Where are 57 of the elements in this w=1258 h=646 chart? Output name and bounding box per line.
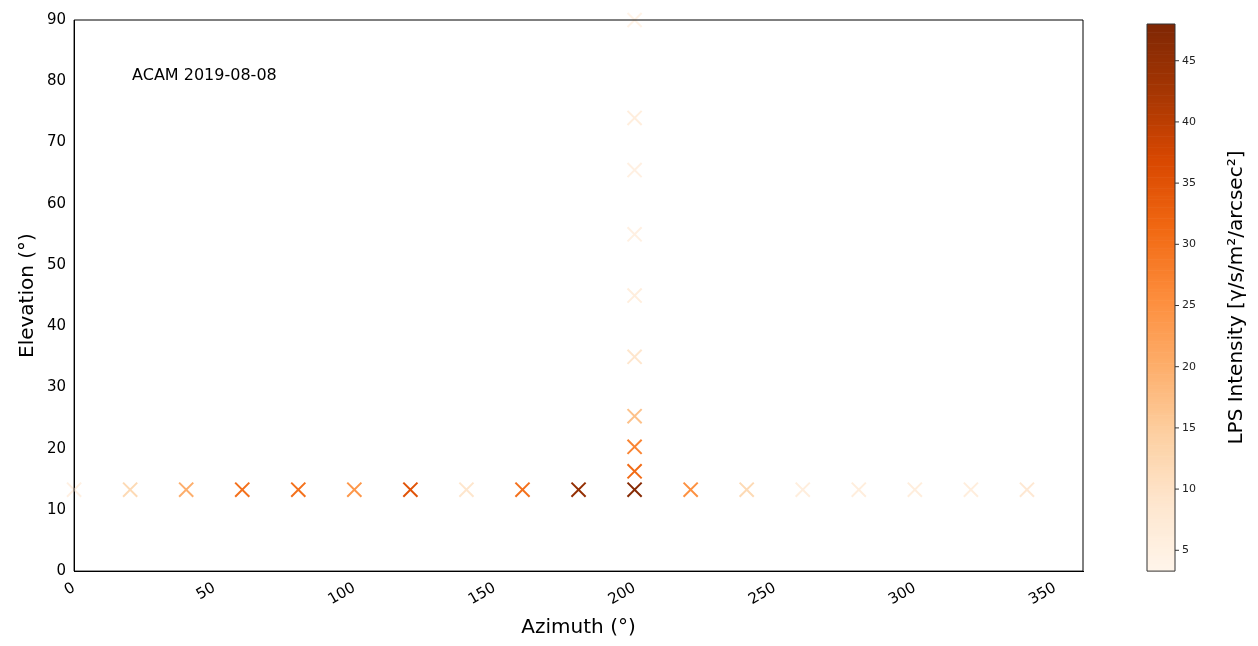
point (626, 287, 643, 304)
point (626, 481, 643, 498)
annotation: ACAM 2019-08-08 (132, 65, 277, 85)
point (906, 481, 923, 498)
x-tick-label: 200 (604, 578, 639, 609)
y-tick-label: 70 (46, 132, 67, 151)
point (626, 161, 643, 179)
color-bar-label: 15 (1182, 420, 1196, 434)
y-tick-label: 10 (46, 499, 67, 518)
color-bar-label: 40 (1182, 114, 1196, 128)
x-tick-label: 150 (464, 578, 499, 609)
point (458, 481, 475, 498)
color-bar-label: 10 (1182, 481, 1196, 495)
point (514, 481, 531, 498)
color-bar-label: 35 (1182, 175, 1196, 189)
point (346, 481, 363, 498)
point (234, 481, 251, 498)
y-tick-label: 0 (56, 560, 67, 579)
point (850, 481, 867, 498)
point (738, 481, 755, 498)
y-tick-label: 80 (46, 71, 67, 90)
point (626, 348, 643, 365)
point (1018, 481, 1036, 498)
x-tick-label: 350 (1025, 578, 1059, 609)
color-bar-label: 5 (1182, 543, 1189, 557)
x-tick-label: 100 (324, 578, 359, 609)
point (66, 481, 83, 498)
point (402, 481, 419, 498)
y-tick-label: 30 (46, 377, 67, 396)
x-axis-title: Azimuth (°) (521, 614, 636, 639)
color-bar-label: 20 (1182, 359, 1196, 373)
y-tick-label: 90 (46, 9, 67, 28)
x-tick-label: 50 (192, 578, 219, 604)
point (626, 109, 643, 127)
y-tick-label: 40 (46, 316, 67, 335)
point (626, 11, 643, 29)
point (178, 481, 195, 498)
color-bar-label: 25 (1182, 298, 1196, 312)
y-tick-label: 50 (46, 254, 67, 273)
y-tick-label: 60 (46, 193, 67, 212)
point (962, 481, 979, 498)
point (290, 481, 307, 498)
point (682, 481, 699, 498)
y-axis-title: Elevation (°) (14, 233, 39, 358)
y-tick-label: 20 (46, 438, 67, 457)
x-tick-label: 300 (885, 578, 919, 609)
point (626, 463, 643, 480)
point (626, 226, 643, 243)
point (794, 481, 811, 498)
point (626, 408, 643, 425)
x-tick-label: 250 (744, 578, 779, 609)
color-bar-label: 30 (1182, 237, 1196, 251)
point (626, 438, 643, 455)
color-bar-title: LPS Intensity [γ/s/m²/arcsec²] (1223, 150, 1248, 445)
point (122, 481, 139, 498)
color-bar-label: 45 (1182, 53, 1196, 67)
point (570, 481, 587, 498)
